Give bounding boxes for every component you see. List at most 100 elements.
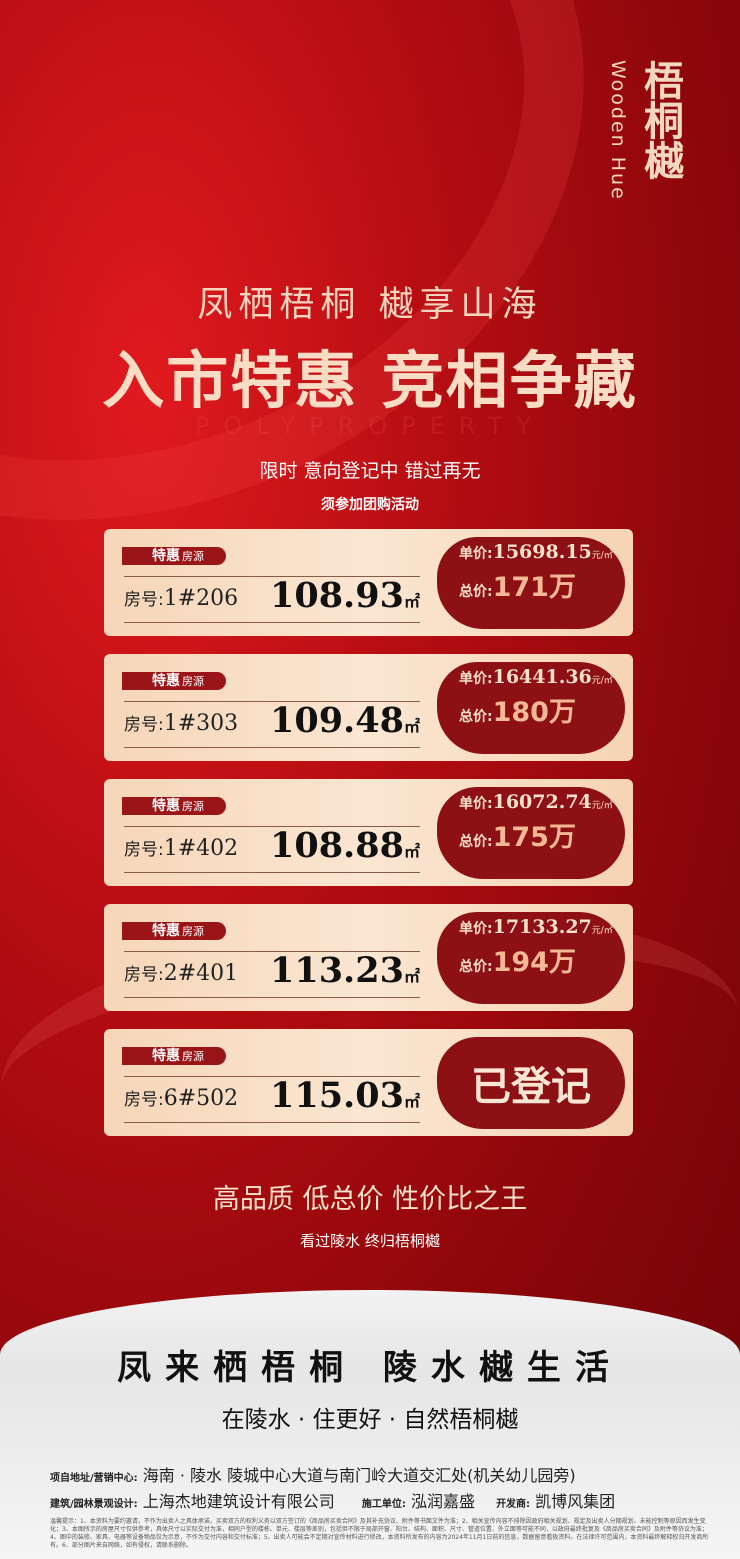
room-number: 6#502 <box>163 1086 239 1111</box>
unit-price-label: 单价: <box>459 796 493 812</box>
tag-small: 房源 <box>182 925 204 938</box>
credits-row: 建筑/园林景观设计: 上海杰地建筑设计有限公司 施工单位: 泓润嘉盛 开发商: … <box>50 1488 615 1512</box>
price-badge: 单价:16441.36元/㎡ 总价:180万 <box>437 662 625 754</box>
tag-text: 特惠 <box>152 923 180 939</box>
logo-english: Wooden Hue <box>607 60 629 201</box>
room-label: 房号: <box>124 1090 164 1110</box>
tagline: 凤栖梧桐 樾享山海 <box>197 285 543 325</box>
divider <box>124 872 420 873</box>
unit-price-unit: 元/㎡ <box>591 926 613 936</box>
divider <box>124 951 420 952</box>
divider <box>124 622 420 623</box>
total-price-label: 总价: <box>459 709 493 725</box>
promo-text: 限时 意向登记中 错过再无 <box>259 460 481 482</box>
listing-card: 特惠 房源 房号:1#402 108.88㎡ 单价:16072.74元/㎡ 总价:… <box>104 779 633 886</box>
unit-price-label: 单价: <box>459 546 493 562</box>
room-label: 房号: <box>124 840 164 860</box>
unit-price: 17133.27 <box>492 916 592 938</box>
total-price-label: 总价: <box>459 834 493 850</box>
tag-text: 特惠 <box>152 798 180 814</box>
special-tag: 特惠 房源 <box>122 922 226 940</box>
tag-text: 特惠 <box>152 548 180 564</box>
room-number: 2#401 <box>163 961 239 986</box>
area: 108.88 <box>270 825 404 866</box>
room-number: 1#303 <box>163 711 239 736</box>
total-price: 171万 <box>492 572 576 603</box>
listing-card: 特惠 房源 房号:1#206 108.93㎡ 单价:15698.15元/㎡ 总价:… <box>104 529 633 636</box>
area-unit: ㎡ <box>403 592 420 611</box>
unit-price-unit: 元/㎡ <box>591 676 613 686</box>
footer-slogan: 凤来栖梧桐 陵水樾生活 <box>117 1348 623 1388</box>
logo-chinese: 梧桐樾 <box>637 60 684 180</box>
divider <box>124 1076 420 1077</box>
room-label: 房号: <box>124 715 164 735</box>
developer: 凯博风集团 <box>535 1492 616 1511</box>
brand-logo: Wooden Hue 梧桐樾 <box>607 60 684 201</box>
main-headline: 入市特惠 竞相争藏 <box>102 344 638 417</box>
total-price: 175万 <box>492 822 576 853</box>
room-label: 房号: <box>124 590 164 610</box>
special-tag: 特惠 房源 <box>122 547 226 565</box>
area-unit: ㎡ <box>403 1092 420 1111</box>
room-number: 1#402 <box>163 836 239 861</box>
divider <box>124 576 420 577</box>
area: 115.03 <box>270 1075 404 1116</box>
area-unit: ㎡ <box>403 717 420 736</box>
tag-small: 房源 <box>182 675 204 688</box>
unit-price-unit: 元/㎡ <box>591 551 613 561</box>
unit-price-label: 单价: <box>459 921 493 937</box>
price-badge: 单价:15698.15元/㎡ 总价:171万 <box>437 537 625 629</box>
listing-card: 特惠 房源 房号:6#502 115.03㎡ 已登记 <box>104 1029 633 1136</box>
builder-label: 施工单位: <box>361 1499 406 1510</box>
address: 海南 · 陵水 陵城中心大道与南门岭大道交汇处(机关幼儿园旁) <box>142 1466 576 1485</box>
room-label: 房号: <box>124 965 164 985</box>
footer-panel <box>0 1290 740 1559</box>
divider <box>124 747 420 748</box>
slogan: 高品质 低总价 性价比之王 <box>212 1184 528 1215</box>
status: 已登记 <box>471 1063 591 1110</box>
total-price-label: 总价: <box>459 959 493 975</box>
footer-subslogan: 在陵水 · 住更好 · 自然梧桐樾 <box>221 1407 519 1433</box>
price-badge: 单价:17133.27元/㎡ 总价:194万 <box>437 912 625 1004</box>
special-tag: 特惠 房源 <box>122 672 226 690</box>
design-label: 建筑/园林景观设计: <box>50 1499 138 1510</box>
special-tag: 特惠 房源 <box>122 797 226 815</box>
room-number: 1#206 <box>163 586 239 611</box>
builder: 泓润嘉盛 <box>410 1492 475 1511</box>
total-price: 180万 <box>492 697 576 728</box>
total-price-label: 总价: <box>459 584 493 600</box>
divider <box>124 701 420 702</box>
area: 113.23 <box>270 950 404 991</box>
promo-note: 须参加团购活动 <box>321 497 419 513</box>
disclaimer: 温馨提示：1、本资料为要约邀请，不作为出卖人之具体承诺，买卖双方的权利义务以双方… <box>50 1518 709 1549</box>
tag-text: 特惠 <box>152 1048 180 1064</box>
registered-badge: 已登记 <box>437 1037 625 1129</box>
listing-card: 特惠 房源 房号:1#303 109.48㎡ 单价:16441.36元/㎡ 总价:… <box>104 654 633 761</box>
unit-price-unit: 元/㎡ <box>591 801 613 811</box>
tag-small: 房源 <box>182 550 204 563</box>
listing-card: 特惠 房源 房号:2#401 113.23㎡ 单价:17133.27元/㎡ 总价:… <box>104 904 633 1011</box>
tag-small: 房源 <box>182 1050 204 1063</box>
address-label: 项自地址/营销中心: <box>50 1473 138 1484</box>
area: 109.48 <box>270 700 404 741</box>
area-unit: ㎡ <box>403 967 420 986</box>
slogan-sub: 看过陵水 终归梧桐樾 <box>300 1232 440 1250</box>
watermark: POLYPROPERTY <box>194 412 546 440</box>
total-price: 194万 <box>492 947 576 978</box>
unit-price-label: 单价: <box>459 671 493 687</box>
area-unit: ㎡ <box>403 842 420 861</box>
divider <box>124 997 420 998</box>
tag-text: 特惠 <box>152 673 180 689</box>
designer: 上海杰地建筑设计有限公司 <box>142 1492 335 1511</box>
price-badge: 单价:16072.74元/㎡ 总价:175万 <box>437 787 625 879</box>
developer-label: 开发商: <box>496 1499 531 1510</box>
divider <box>124 826 420 827</box>
address-row: 项自地址/营销中心: 海南 · 陵水 陵城中心大道与南门岭大道交汇处(机关幼儿园… <box>50 1462 576 1486</box>
tag-small: 房源 <box>182 800 204 813</box>
divider <box>124 1122 420 1123</box>
area: 108.93 <box>270 575 404 616</box>
unit-price: 16441.36 <box>492 666 592 688</box>
special-tag: 特惠 房源 <box>122 1047 226 1065</box>
unit-price: 16072.74 <box>492 791 592 813</box>
